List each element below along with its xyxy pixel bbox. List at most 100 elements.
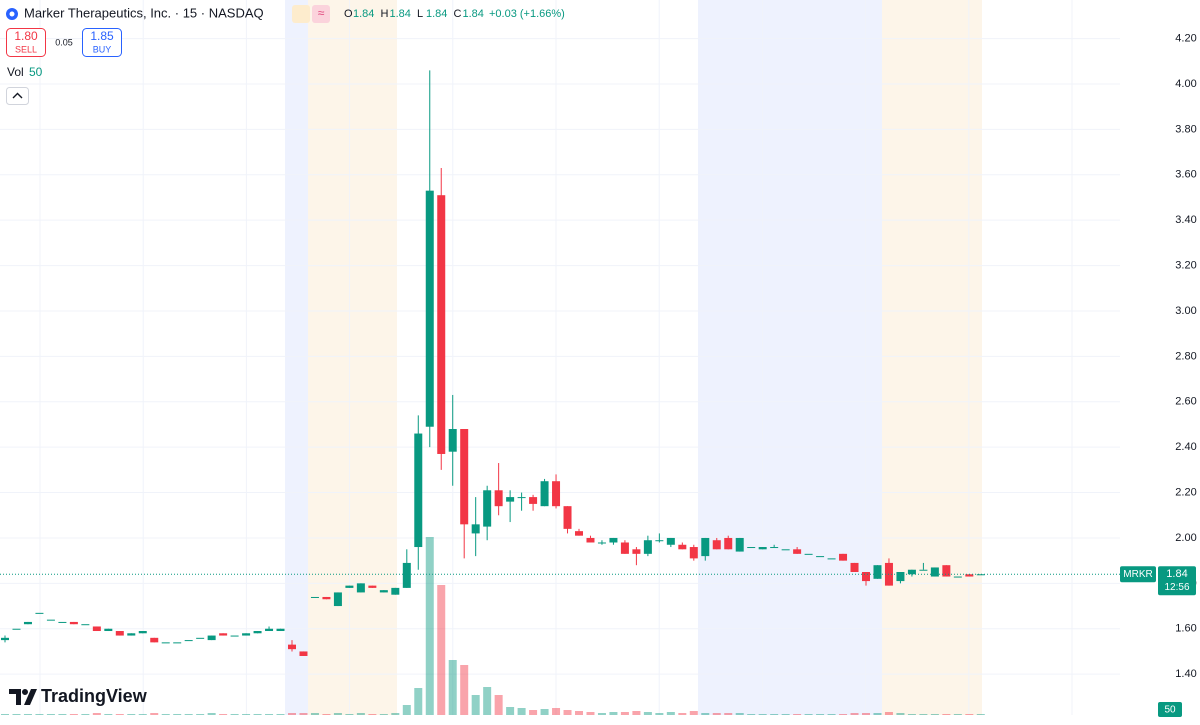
candle-body	[839, 553, 848, 561]
candle-body	[219, 633, 228, 636]
volume-bar	[161, 714, 170, 715]
volume-bar	[69, 714, 78, 715]
collapse-button[interactable]	[6, 87, 29, 105]
candle-body	[437, 195, 446, 454]
candle-body	[299, 651, 308, 656]
candle-body	[862, 572, 870, 582]
volume-bar	[230, 714, 239, 715]
volume-bar	[196, 714, 205, 715]
volume-bar	[242, 714, 251, 715]
volume-bar	[494, 695, 503, 715]
price-change: +0.03 (+1.66%)	[489, 8, 565, 20]
volume-bar	[862, 713, 870, 715]
volume-bar	[92, 713, 101, 715]
volume-bar	[873, 713, 882, 715]
candle-body	[425, 190, 434, 427]
candle-body	[896, 572, 905, 582]
candle-body	[976, 574, 985, 576]
candle-body	[265, 628, 274, 632]
volume-bar	[529, 710, 538, 715]
candle-body	[816, 556, 825, 558]
candle-body	[907, 569, 916, 575]
sell-button[interactable]	[6, 28, 46, 57]
volume-bar	[930, 714, 939, 715]
volume-bar	[1, 714, 9, 715]
volume-bar	[724, 713, 733, 715]
volume-bar	[322, 714, 331, 715]
candle-body	[666, 537, 675, 545]
volume-bar	[506, 707, 515, 715]
candle-body	[368, 585, 377, 588]
y-tick-label: 3.20	[1175, 259, 1196, 271]
candle-body	[655, 540, 664, 542]
candle-body	[965, 574, 974, 577]
candle-body	[35, 612, 44, 614]
candle-body	[58, 621, 67, 623]
candle-body	[81, 624, 90, 626]
volume-bar	[678, 713, 687, 715]
candle-body	[448, 429, 457, 452]
volume-badge	[1158, 702, 1182, 717]
volume-bar	[299, 713, 308, 715]
volume-bar	[758, 714, 767, 715]
y-tick-label: 2.40	[1175, 441, 1196, 453]
candle-body	[12, 628, 21, 630]
candle-body	[804, 553, 813, 555]
volume-bar	[184, 714, 193, 715]
volume-bar	[770, 714, 779, 715]
volume-bar	[907, 714, 916, 715]
volume-bar	[265, 714, 274, 715]
volume-bar	[310, 713, 319, 715]
volume-bar	[356, 713, 365, 715]
volume-bar	[379, 714, 388, 715]
volume-bar	[575, 711, 583, 715]
price-axis: 1.401.601.802.002.202.402.602.803.003.20…	[1175, 32, 1196, 680]
y-tick-label: 3.40	[1175, 214, 1196, 226]
candle-body	[770, 547, 779, 549]
y-tick-label: 2.60	[1175, 396, 1196, 408]
volume-bar	[414, 688, 423, 715]
data-status-icon[interactable]	[312, 5, 330, 23]
volume-value: 50	[29, 65, 43, 79]
candle-body	[586, 537, 595, 543]
brand-name[interactable]: TradingView	[41, 686, 148, 706]
sell-label: SELL	[15, 44, 37, 54]
volume-bar	[655, 713, 664, 715]
volume-bar	[563, 710, 572, 715]
volume-bar	[896, 713, 905, 715]
volume-bar	[12, 714, 21, 715]
ohlc-legend: O 1.84 H 1.84 L 1.84 C 1.84 +0.03 (+1.66%)	[344, 8, 565, 20]
ohlc-value: 1.84	[463, 8, 484, 20]
volume-bar	[597, 713, 606, 715]
candle-body	[701, 537, 710, 557]
buy-price: 1.85	[90, 29, 114, 43]
y-tick-label: 3.00	[1175, 305, 1196, 317]
volume-bar	[368, 714, 377, 715]
volume-bar	[219, 714, 228, 715]
candle-body	[173, 642, 182, 644]
y-tick-label: 4.00	[1175, 78, 1196, 90]
candle-body	[1, 637, 9, 641]
volume-badge-text: 50	[1164, 705, 1176, 716]
volume-bar	[81, 714, 90, 715]
symbol-badge	[1120, 566, 1156, 583]
candle-body	[150, 637, 159, 643]
chart-title[interactable]: Marker Therapeutics, Inc. · 15 · NASDAQ	[24, 5, 264, 20]
market-status-icon[interactable]	[292, 5, 310, 23]
volume-bar	[58, 714, 67, 715]
candle-body	[288, 644, 296, 650]
candle-body	[724, 537, 733, 550]
volume-bar	[747, 714, 756, 715]
volume-bars	[1, 537, 985, 715]
ohlc-value: 1.84	[426, 8, 447, 20]
volume-bar	[437, 585, 446, 715]
candle-body	[207, 635, 216, 641]
candles	[1, 70, 985, 656]
buy-button[interactable]	[82, 28, 122, 57]
volume-bar	[483, 687, 492, 715]
candle-body	[242, 633, 251, 636]
volume-bar	[253, 714, 262, 715]
data-status-glyph: ≈	[318, 6, 325, 20]
